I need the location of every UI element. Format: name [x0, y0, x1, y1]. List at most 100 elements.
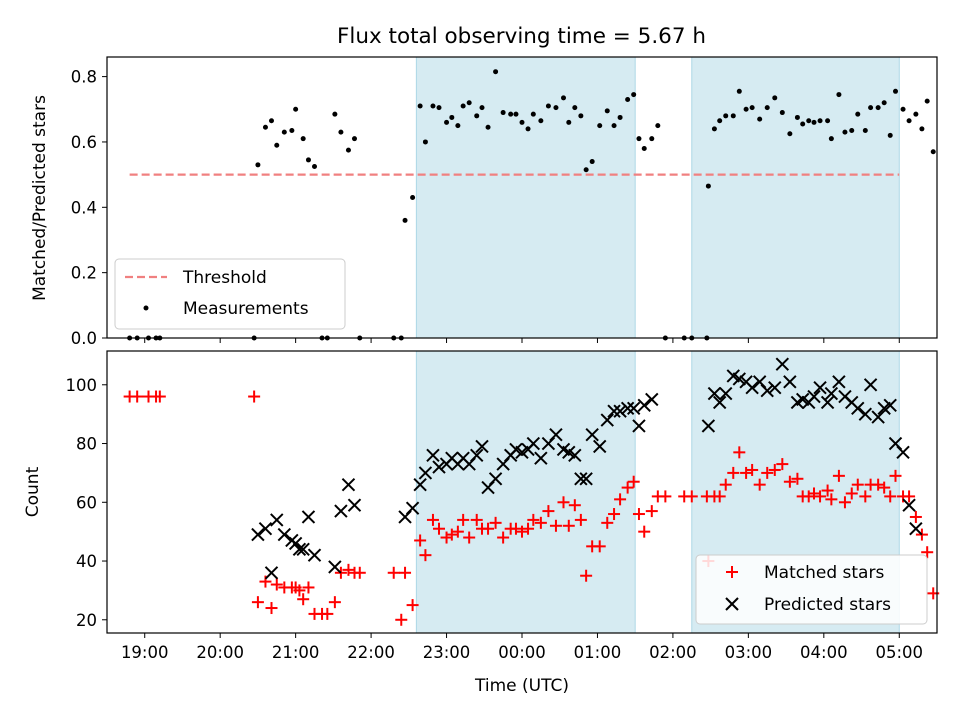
- y-tick-label: 100: [66, 376, 98, 395]
- predicted-star-marker: [418, 466, 433, 480]
- measurement-point: [625, 96, 631, 102]
- measurement-point: [474, 113, 480, 119]
- predicted-star-marker: [760, 383, 774, 398]
- matched-star-marker: [534, 516, 547, 529]
- measurement-point: [836, 92, 842, 98]
- measurement-point: [305, 157, 311, 163]
- matched-star-marker: [851, 478, 864, 491]
- predicted-star-marker: [277, 527, 292, 542]
- measurement-point: [493, 69, 499, 75]
- matched-star-marker: [426, 513, 439, 526]
- measurement-point: [817, 118, 823, 124]
- matched-star-marker: [753, 478, 766, 491]
- matched-star-marker: [522, 522, 535, 535]
- predicted-star-marker: [909, 522, 923, 536]
- predicted-star-marker: [613, 404, 627, 418]
- matched-star-marker: [859, 490, 872, 503]
- matched-star-marker: [601, 516, 614, 529]
- predicted-star-marker: [534, 451, 548, 465]
- measurement-point: [631, 92, 637, 98]
- measurement-point: [417, 103, 423, 109]
- x-tick-label: 04:00: [800, 643, 848, 662]
- x-tick-label: 01:00: [574, 643, 622, 662]
- matched-star-marker: [740, 466, 753, 479]
- measurement-point: [764, 105, 770, 111]
- measurement-point: [730, 113, 736, 119]
- observing-interval-0: [415, 56, 636, 339]
- matched-star-marker: [621, 481, 634, 494]
- predicted-star-marker: [807, 389, 821, 404]
- matched-star-marker: [482, 522, 495, 535]
- measurement-point: [705, 183, 711, 189]
- measurement-point: [604, 108, 610, 114]
- x-tick-label: 21:00: [272, 643, 320, 662]
- measurement-point: [842, 129, 848, 135]
- measurement-point: [900, 106, 906, 112]
- predicted-star-marker: [258, 522, 273, 536]
- predicted-star-marker: [475, 439, 489, 454]
- measurement-point: [444, 119, 450, 125]
- y-tick-label: 0.8: [71, 68, 97, 87]
- matched-star-marker: [497, 531, 510, 544]
- matched-legend-swatch: [726, 566, 738, 578]
- measurement-point: [736, 88, 742, 94]
- measurement-point: [930, 149, 936, 155]
- measurement-point: [345, 147, 351, 153]
- predicted-star-marker: [620, 401, 635, 415]
- matched-star-marker: [387, 566, 400, 579]
- predicted-star-marker: [719, 386, 733, 401]
- predicted-star-marker: [851, 401, 865, 415]
- matched-star-marker: [768, 463, 781, 476]
- ratio-x-ticks: [144, 338, 900, 343]
- measurement-point: [449, 114, 455, 120]
- predicted-star-marker: [405, 501, 420, 515]
- matched-star-marker: [419, 549, 432, 562]
- matched-star-marker: [574, 513, 587, 526]
- matched-star-marker: [549, 519, 562, 532]
- predicted-star-marker: [712, 395, 727, 410]
- measurement-point: [779, 110, 785, 116]
- matched-star-marker: [153, 390, 166, 403]
- measurement-point: [655, 123, 661, 129]
- matched-star-marker: [783, 475, 796, 488]
- matched-star-marker: [414, 534, 427, 547]
- measurement-point: [787, 131, 793, 137]
- predicted-star-marker: [820, 395, 835, 410]
- predicted-star-marker: [341, 477, 356, 492]
- predicted-star-marker: [585, 428, 599, 442]
- measurement-point: [545, 103, 551, 109]
- measurement-point: [289, 128, 295, 134]
- measurement-point: [553, 105, 559, 111]
- matched-star-marker: [719, 478, 732, 491]
- matched-star-marker: [659, 490, 672, 503]
- y-tick-label: 0.6: [71, 133, 97, 152]
- matched-star-marker: [342, 563, 355, 576]
- measurement-point: [875, 105, 881, 111]
- matched-star-marker: [562, 519, 575, 532]
- predicted-star-marker: [707, 386, 722, 401]
- matched-star-marker: [542, 505, 555, 518]
- predicted-star-marker: [600, 413, 614, 427]
- matched-star-marker: [509, 522, 522, 535]
- measurement-point: [519, 119, 525, 125]
- measurement-point: [281, 129, 287, 135]
- measurement-point: [430, 103, 436, 109]
- matched-star-marker: [791, 472, 804, 485]
- predicted-star-marker: [632, 419, 646, 433]
- predicted-star-marker: [426, 448, 440, 462]
- measurement-point: [924, 98, 930, 104]
- matched-star-marker: [645, 505, 658, 518]
- measurement-point: [862, 128, 868, 134]
- measurement-point: [893, 88, 898, 94]
- measurement-point: [828, 136, 834, 142]
- matched-star-marker: [713, 490, 726, 503]
- measurement-point: [743, 106, 749, 112]
- count-y-axis-label: Count: [23, 466, 43, 517]
- measurement-points: [127, 69, 936, 341]
- matched-star-marker: [457, 513, 470, 526]
- ratio-y-ticks: 0.0 0.2 0.4 0.6 0.8: [71, 68, 107, 348]
- matched-star-marker: [832, 469, 845, 482]
- predicted-star-marker: [824, 386, 839, 401]
- y-tick-label: 80: [76, 435, 97, 454]
- measurements-legend-swatch: [143, 305, 149, 311]
